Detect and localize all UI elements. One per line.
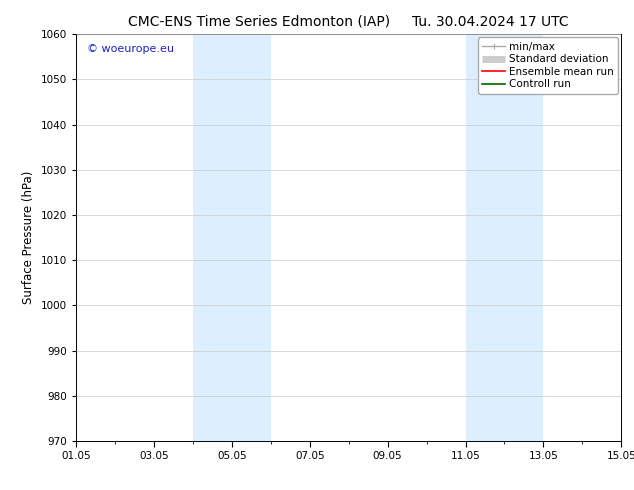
Bar: [505, 34, 543, 441]
Bar: [465, 34, 505, 441]
Title: CMC-ENS Time Series Edmonton (IAP)     Tu. 30.04.2024 17 UTC: CMC-ENS Time Series Edmonton (IAP) Tu. 3…: [129, 15, 569, 29]
Text: © woeurope.eu: © woeurope.eu: [87, 45, 174, 54]
Y-axis label: Surface Pressure (hPa): Surface Pressure (hPa): [22, 171, 36, 304]
Bar: [232, 34, 271, 441]
Legend: min/max, Standard deviation, Ensemble mean run, Controll run: min/max, Standard deviation, Ensemble me…: [478, 37, 618, 94]
Bar: [193, 34, 232, 441]
